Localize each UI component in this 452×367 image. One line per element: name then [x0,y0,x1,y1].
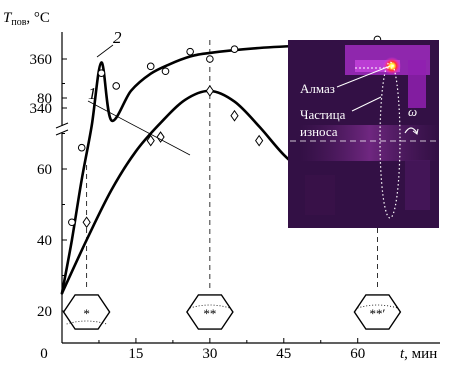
inset-label-diamond: Алмаз [300,81,335,96]
series-2-point-5 [146,62,155,71]
hexagon-2 [186,294,234,330]
hexagon-markers: * ** **′ [62,294,402,330]
y-tick-label-80: 80 [37,91,52,107]
inset-label-wear-particle-2: износа [300,124,338,139]
reference-lines [86,40,378,290]
hexagon-label-1: * [83,306,90,321]
inset-label-wear-particle-1: Частица [300,107,346,122]
series-2-point-9 [230,45,239,54]
hexagon-3 [353,294,402,330]
series-2-point-7 [186,47,194,56]
hexagon-label-3: **′ [370,306,386,321]
y-axis-break-mark [55,122,69,136]
inset-omega-label: ω [408,104,417,119]
y-axis-title: Tпов, °C [3,10,50,28]
series-2-point-2 [77,143,86,152]
curve-label-2-leader [96,44,114,58]
x-tick-label-45: 45 [276,346,291,362]
x-tick-label-60: 60 [350,346,365,362]
hexagon-label-2: ** [203,306,216,321]
y-tick-label-60: 60 [37,162,52,178]
series-1-point-5 [230,109,239,122]
series-2-point-1 [68,218,76,227]
hexagon-wear-arc [66,320,107,325]
series-2-point-3 [97,69,106,77]
curve-label-1-leader [87,100,191,156]
curve-label-1: 1 [88,84,97,103]
x-axis-title-symbol: t [400,346,405,362]
x-tick-label-0: 0 [40,346,48,362]
series-2-point-8 [206,55,214,63]
x-axis-title: t, мин [400,346,437,362]
hexagon-wear-arc [357,304,398,309]
y-axis-title-subscript: пов [11,17,26,28]
y-tick-label-360: 360 [30,52,53,68]
x-axis-title-unit: , мин [404,346,437,362]
y-tick-label-340: 340 [30,101,53,117]
y-tick-label-40: 40 [37,233,52,249]
y-axis-title-symbol: T [3,10,13,26]
series-1-point-2 [146,134,155,147]
curve-label-2: 2 [113,28,122,47]
series-2-point-6 [161,67,170,76]
hexagon-wear-arc [189,304,230,309]
series-1-point-3 [156,131,165,143]
series-2-point-4 [112,82,121,90]
series-1-point-4 [205,85,214,97]
thermal-image-inset: Алмаз Частица износа ω [288,40,439,228]
hexagon-1 [62,294,111,330]
y-tick-label-20: 20 [37,304,52,320]
x-tick-label-15: 15 [128,346,143,362]
y-axis-title-unit: , °C [26,10,50,26]
series-1-point-6 [255,134,264,147]
series-1-point-1 [82,216,91,229]
x-tick-label-30: 30 [202,346,217,362]
